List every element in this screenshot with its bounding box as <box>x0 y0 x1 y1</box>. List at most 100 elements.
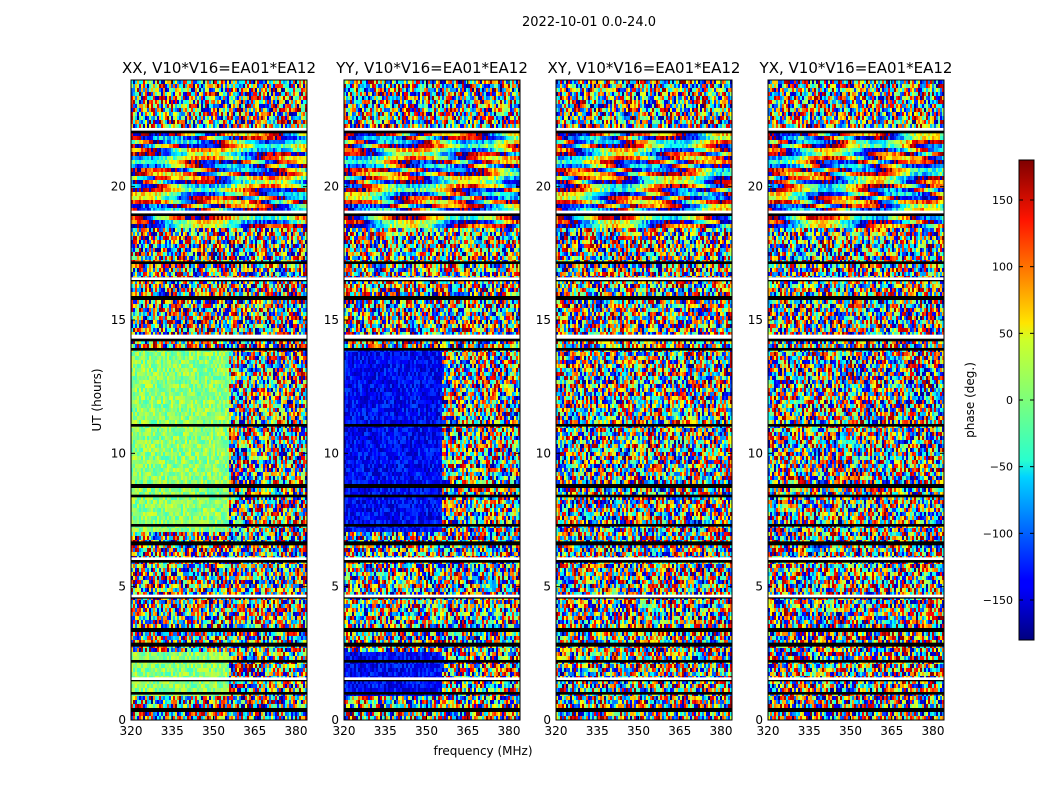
colorbar-tick-label: −50 <box>990 461 1013 474</box>
colorbar: 150 100 50 0 −50 −100 −150 phase (deg.) <box>963 159 1035 641</box>
flagged-band <box>131 560 307 563</box>
y-axis-label: UT (hours) <box>90 368 104 431</box>
flagged-band <box>344 261 520 264</box>
y-tick-label: 15 <box>111 313 126 327</box>
y-tick-label: 10 <box>111 446 126 460</box>
y-tick-label: 10 <box>748 446 763 460</box>
gap-band <box>131 594 307 598</box>
flagged-band <box>131 484 307 488</box>
flagged-band <box>556 296 732 300</box>
flagged-band <box>344 337 520 342</box>
gap-band <box>556 277 732 280</box>
y-tick-label: 0 <box>543 713 551 727</box>
flagged-band <box>131 213 307 216</box>
gap-band <box>131 210 307 214</box>
flagged-band <box>768 692 944 695</box>
flagged-band <box>556 560 732 563</box>
figure-suptitle: 2022-10-01 0.0-24.0 <box>522 15 656 30</box>
colorbar-tick-label: 0 <box>1006 394 1013 407</box>
x-tick-label: 320 <box>333 724 356 738</box>
flagged-band <box>131 348 307 351</box>
x-tick-label: 350 <box>627 724 650 738</box>
flagged-band <box>556 494 732 498</box>
flagged-band <box>768 484 944 488</box>
flagged-band <box>556 424 732 427</box>
flagged-band <box>131 692 307 695</box>
colorbar-tick-label: 100 <box>992 261 1013 274</box>
flagged-band <box>344 708 520 712</box>
phase-panel-4: YX, V10*V16=EA01*EA12 320 335 350 365 380 0 5 10… <box>748 59 953 738</box>
x-tick-label: 380 <box>710 724 733 738</box>
y-tick-label: 20 <box>324 180 339 194</box>
y-tick-label: 15 <box>536 313 551 327</box>
y-tick-label: 10 <box>324 446 339 460</box>
flagged-band <box>768 541 944 546</box>
phase-waterfall-3 <box>556 80 732 720</box>
flagged-band <box>556 337 732 342</box>
x-tick-label: 320 <box>545 724 568 738</box>
flagged-band <box>344 484 520 488</box>
flagged-band <box>556 213 732 216</box>
gap-band <box>131 334 307 339</box>
flagged-band <box>344 642 520 647</box>
gap-band <box>768 128 944 131</box>
flagged-band <box>556 261 732 264</box>
x-tick-label: 320 <box>120 724 143 738</box>
flagged-band <box>344 494 520 498</box>
gap-band <box>344 128 520 131</box>
flagged-band <box>131 524 307 527</box>
colorbar-tick-label: −100 <box>983 527 1013 540</box>
gap-band <box>768 277 944 280</box>
flagged-band <box>131 642 307 647</box>
flagged-band <box>131 708 307 712</box>
x-tick-label: 380 <box>285 724 308 738</box>
phase-panel-1: XX, V10*V16=EA01*EA12 320 335 350 365 380 0 5 10… <box>111 59 316 738</box>
y-tick-label: 5 <box>543 580 551 594</box>
gap-band <box>344 210 520 214</box>
colorbar-tick-label: 50 <box>999 327 1013 340</box>
panel-group: XX, V10*V16=EA01*EA12 320 335 350 365 380 0 5 10… <box>111 59 953 738</box>
flagged-band <box>768 560 944 563</box>
flagged-band <box>131 261 307 264</box>
panel-title-1: XX, V10*V16=EA01*EA12 <box>122 59 316 77</box>
flagged-band <box>131 494 307 498</box>
flagged-band <box>344 129 520 134</box>
y-tick-label: 15 <box>324 313 339 327</box>
gap-band <box>768 594 944 598</box>
flagged-band <box>131 541 307 546</box>
flagged-band <box>768 337 944 342</box>
flagged-band <box>131 660 307 663</box>
phase-waterfall-2 <box>344 80 520 720</box>
x-tick-label: 380 <box>498 724 521 738</box>
gap-band <box>556 210 732 214</box>
flagged-band <box>556 708 732 712</box>
panel-title-2: YY, V10*V16=EA01*EA12 <box>335 59 528 77</box>
gap-band <box>131 677 307 680</box>
flagged-band <box>131 424 307 427</box>
panel-title-3: XY, V10*V16=EA01*EA12 <box>548 59 741 77</box>
flagged-band <box>344 213 520 216</box>
phase-panel-2: YY, V10*V16=EA01*EA12 320 335 350 365 380 0 5 10… <box>324 59 528 738</box>
flagged-band <box>556 129 732 134</box>
flagged-band <box>556 541 732 546</box>
flagged-band <box>344 524 520 527</box>
gap-band <box>556 334 732 339</box>
panel-frame <box>555 79 733 721</box>
x-tick-label: 335 <box>374 724 397 738</box>
gap-band <box>131 128 307 131</box>
flagged-band <box>556 642 732 647</box>
gap-band <box>344 594 520 598</box>
colorbar-tick-label: −150 <box>983 594 1013 607</box>
flagged-band <box>344 560 520 563</box>
phase-panel-3: XY, V10*V16=EA01*EA12 320 335 350 365 380 0 5 10… <box>536 59 741 738</box>
x-tick-label: 380 <box>922 724 945 738</box>
flagged-band <box>768 424 944 427</box>
x-tick-label: 320 <box>757 724 780 738</box>
flagged-band <box>344 424 520 427</box>
y-tick-label: 0 <box>755 713 763 727</box>
gap-band <box>556 677 732 680</box>
colorbar-label: phase (deg.) <box>963 362 977 438</box>
x-axis-label: frequency (MHz) <box>433 744 532 758</box>
flagged-band <box>556 628 732 632</box>
